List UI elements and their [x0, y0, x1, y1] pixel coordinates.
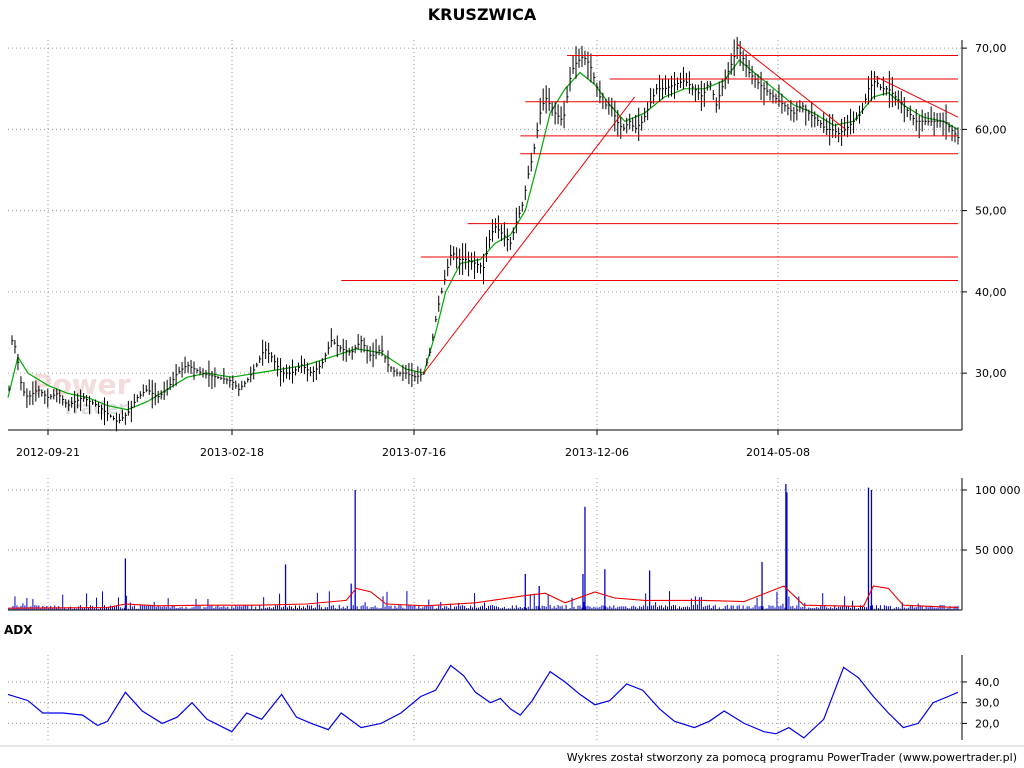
x-tick-label: 2013-02-18	[200, 446, 264, 459]
y-tick-label: 30,0	[975, 697, 1000, 710]
support-resistance-levels	[341, 54, 958, 281]
y-tick-label: 60,00	[975, 123, 1007, 136]
trend-line	[423, 96, 636, 374]
trend-line	[875, 76, 959, 118]
y-tick-label: 70,00	[975, 42, 1007, 55]
adx-grid	[8, 655, 962, 740]
watermark: Power Trader	[32, 368, 131, 419]
footer: Wykres został stworzony za pomocą progra…	[0, 745, 1024, 764]
adx-y-axis: 20,0 30,0 40,0	[975, 676, 1000, 730]
x-tick-label: 2012-09-21	[16, 446, 80, 459]
adx-line	[7, 664, 959, 739]
y-tick-label: 50 000	[975, 544, 1014, 557]
adx-path	[7, 664, 959, 739]
y-tick-label: 100 000	[975, 484, 1021, 497]
price-y-axis: 30,00 40,00 50,00 60,00 70,00	[975, 42, 1007, 380]
price-panel: KRUSZWICA Power Trader 30,00 40,00 50,00…	[7, 5, 1007, 459]
volume-average-line	[7, 585, 959, 609]
footer-credit: Wykres został stworzony za pomocą progra…	[567, 751, 1017, 764]
volume-axes	[8, 478, 967, 611]
volume-y-axis: 50 000 100 000	[975, 484, 1021, 557]
chart-title: KRUSZWICA	[428, 5, 537, 24]
volume-bars	[8, 484, 959, 610]
adx-axes	[961, 655, 967, 740]
x-tick-label: 2014-05-08	[746, 446, 810, 459]
price-x-axis: 2012-09-21 2013-02-18 2013-07-16 2013-12…	[16, 446, 810, 459]
y-tick-label: 30,00	[975, 367, 1007, 380]
moving-average-path	[7, 59, 959, 411]
y-tick-label: 40,00	[975, 286, 1007, 299]
volume-grid	[8, 478, 962, 610]
y-tick-label: 50,00	[975, 205, 1007, 218]
y-tick-label: 20,0	[975, 717, 1000, 730]
moving-average-line	[7, 59, 959, 411]
adx-title: ADX	[4, 623, 33, 637]
volume-average-path	[7, 585, 959, 609]
adx-panel: ADX 20,0 30,0 40,0	[4, 623, 1000, 740]
price-bars	[8, 36, 960, 432]
trend-line	[736, 43, 846, 130]
watermark-text-trader: Trader	[62, 398, 127, 419]
volume-panel: 50 000 100 000	[7, 478, 1021, 611]
x-tick-label: 2013-07-16	[382, 446, 446, 459]
trend-lines	[423, 43, 959, 374]
price-grid	[8, 40, 962, 430]
x-tick-label: 2013-12-06	[565, 446, 629, 459]
y-tick-label: 40,0	[975, 676, 1000, 689]
price-axes	[8, 40, 967, 435]
